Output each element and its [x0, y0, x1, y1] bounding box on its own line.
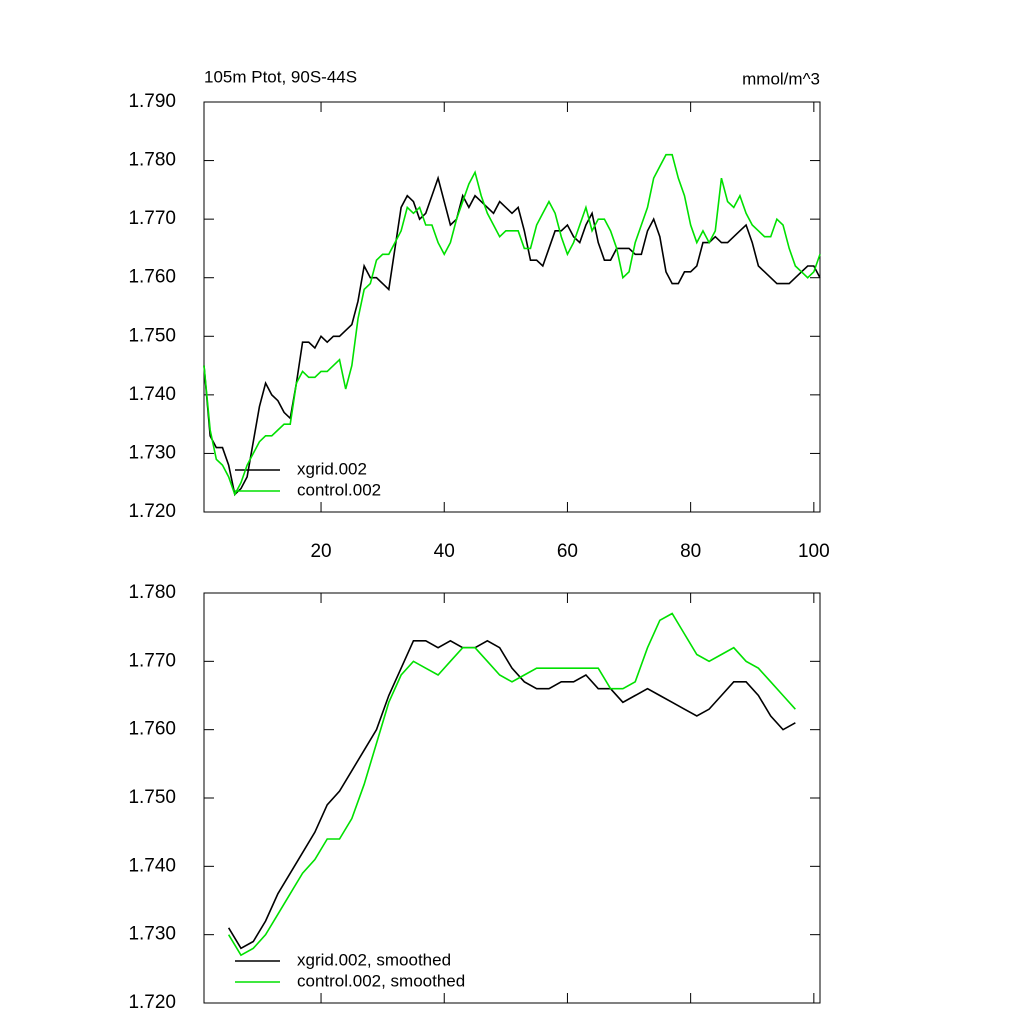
y-tick-label: 1.750: [128, 787, 176, 808]
series-line: [227, 639, 796, 950]
y-tick-label: 1.750: [128, 325, 176, 346]
y-tick-label: 1.720: [128, 992, 176, 1013]
y-tick-label: 1.780: [128, 150, 176, 171]
legend-label: control.002, smoothed: [297, 971, 465, 990]
y-tick-label: 1.770: [128, 650, 176, 671]
legend-label: xgrid.002, smoothed: [297, 950, 451, 969]
legend-label: xgrid.002: [297, 459, 367, 478]
plot-frame: [203, 101, 821, 513]
x-tick-label: 60: [557, 541, 578, 562]
y-tick-label: 1.720: [128, 501, 176, 522]
series-line: [227, 612, 796, 957]
unit-label: mmol/m^3: [742, 69, 820, 88]
series-line: [203, 153, 821, 497]
y-tick-label: 1.730: [128, 442, 176, 463]
plot-frame: [203, 592, 821, 1004]
legend-label: control.002: [297, 480, 381, 499]
y-tick-label: 1.790: [128, 91, 176, 112]
y-tick-label: 1.770: [128, 208, 176, 229]
x-tick-label: 40: [434, 541, 455, 562]
y-tick-label: 1.760: [128, 719, 176, 740]
x-tick-label: 80: [680, 541, 701, 562]
chart-title: 105m Ptot, 90S-44S: [204, 67, 357, 86]
y-tick-label: 1.730: [128, 924, 176, 945]
y-tick-label: 1.760: [128, 267, 176, 288]
y-tick-label: 1.740: [128, 855, 176, 876]
x-tick-label: 100: [798, 541, 830, 562]
x-tick-label: 20: [310, 541, 331, 562]
y-tick-label: 1.740: [128, 384, 176, 405]
series-line: [203, 175, 821, 496]
y-tick-label: 1.780: [128, 582, 176, 603]
